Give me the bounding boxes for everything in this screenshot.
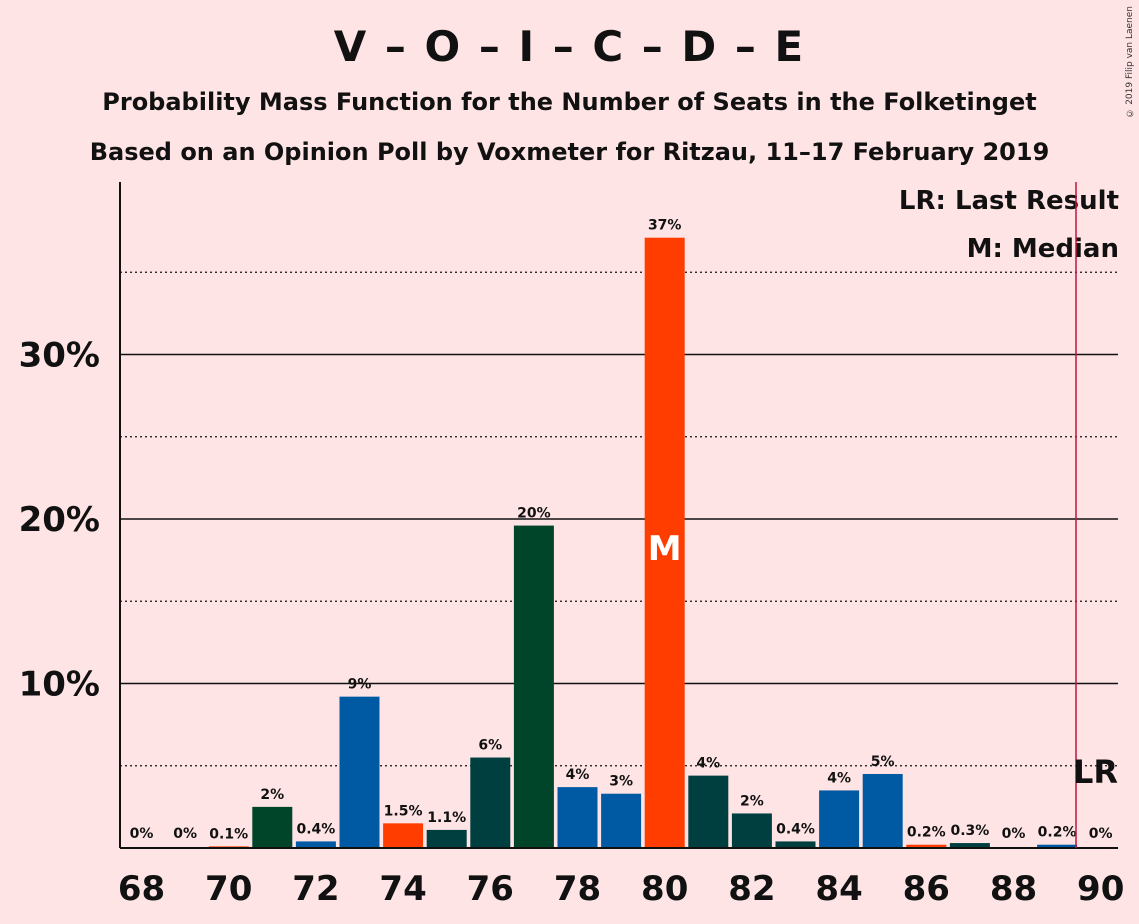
data-label-seat-72: 0.4% xyxy=(296,821,335,837)
bar-seat-73 xyxy=(339,696,380,848)
legend-last-result: LR: Last Result xyxy=(898,186,1119,216)
data-label-seat-80: 37% xyxy=(648,218,682,234)
bar-seat-84 xyxy=(819,790,860,848)
data-label-seat-79: 3% xyxy=(609,774,633,790)
bar-seat-71 xyxy=(252,806,293,848)
markers: M LR xyxy=(648,182,1118,848)
x-tick-label: 88 xyxy=(990,869,1037,909)
bar-seat-89 xyxy=(1037,844,1078,848)
median-marker: M xyxy=(648,529,682,569)
chart-subtitle-1: Probability Mass Function for the Number… xyxy=(102,88,1037,116)
x-tick-label: 72 xyxy=(292,869,339,909)
bar-seat-87 xyxy=(949,843,990,848)
x-tick-label: 70 xyxy=(205,869,252,909)
x-tick-label: 86 xyxy=(903,869,950,909)
data-label-seat-76: 6% xyxy=(478,738,502,754)
data-label-seat-82: 2% xyxy=(740,793,764,809)
x-tick-label: 68 xyxy=(118,869,165,909)
bar-seat-72 xyxy=(295,841,336,848)
bar-seat-74 xyxy=(383,823,424,848)
bar-seat-78 xyxy=(557,787,598,848)
data-label-seat-71: 2% xyxy=(260,787,284,803)
y-tick-label: 30% xyxy=(19,336,100,376)
bar-seat-81 xyxy=(688,775,729,848)
bar-series xyxy=(208,237,1078,848)
legend-median: M: Median xyxy=(966,234,1119,264)
x-tick-label: 84 xyxy=(815,869,862,909)
data-label-seat-85: 5% xyxy=(871,754,895,770)
gridlines xyxy=(120,271,1118,767)
bar-seat-79 xyxy=(601,793,642,848)
data-label-seat-81: 4% xyxy=(696,756,720,772)
last-result-marker: LR xyxy=(1073,753,1118,791)
y-tick-label: 20% xyxy=(19,500,100,540)
data-label-seat-83: 0.4% xyxy=(776,821,815,837)
bar-seat-76 xyxy=(470,757,511,848)
data-labels: 0% 0% 0.1% 2% 0.4% 9% 1.5% 1.1% 6% 20% 4% 3% 37% 4% 2%… xyxy=(130,218,1113,843)
y-tick-label: 10% xyxy=(19,665,100,705)
data-label-seat-73: 9% xyxy=(348,677,372,693)
x-tick-label: 90 xyxy=(1077,869,1124,909)
x-tick-label: 82 xyxy=(728,869,775,909)
x-tick-label: 74 xyxy=(379,869,426,909)
chart-title: V – O – I – C – D – E xyxy=(333,22,806,71)
x-tick-label: 78 xyxy=(554,869,601,909)
data-label-seat-68: 0% xyxy=(130,826,154,842)
bar-seat-77 xyxy=(513,525,554,848)
x-tick-label: 80 xyxy=(641,869,688,909)
data-label-seat-75: 1.1% xyxy=(427,810,466,826)
data-label-seat-74: 1.5% xyxy=(384,803,423,819)
bar-seat-83 xyxy=(775,841,816,848)
data-label-seat-89: 0.2% xyxy=(1038,825,1077,841)
x-tick-label: 76 xyxy=(467,869,514,909)
data-label-seat-77: 20% xyxy=(517,506,551,522)
data-label-seat-90: 0% xyxy=(1089,826,1113,842)
data-label-seat-78: 4% xyxy=(566,767,590,783)
bar-seat-82 xyxy=(731,813,772,848)
data-label-seat-86: 0.2% xyxy=(907,825,946,841)
bar-seat-75 xyxy=(426,829,467,848)
data-label-seat-84: 4% xyxy=(827,770,851,786)
bar-seat-86 xyxy=(906,844,947,848)
chart-subtitle-2: Based on an Opinion Poll by Voxmeter for… xyxy=(89,138,1050,166)
bar-seat-85 xyxy=(862,773,903,848)
data-label-seat-70: 0.1% xyxy=(209,826,248,842)
axes: 10% 20% 30% 68 70 72 74 76 78 80 82 84 86 88 90 xyxy=(19,182,1124,909)
data-label-seat-88: 0% xyxy=(1002,826,1026,842)
bar-seat-80 xyxy=(644,237,685,848)
data-label-seat-69: 0% xyxy=(173,826,197,842)
data-label-seat-87: 0.3% xyxy=(950,823,989,839)
